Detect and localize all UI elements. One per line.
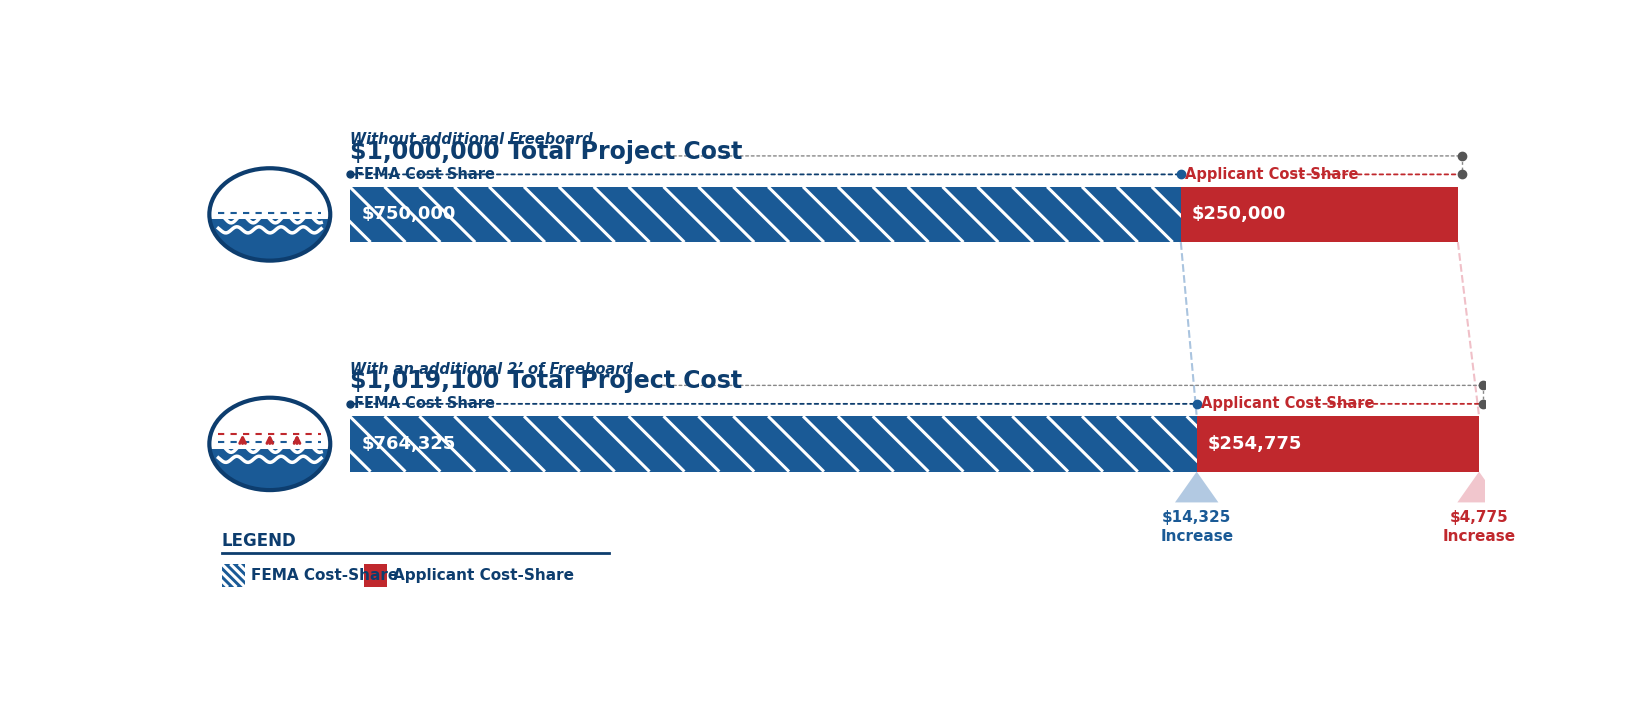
Polygon shape bbox=[1175, 471, 1218, 503]
Text: FEMA Cost Share: FEMA Cost Share bbox=[353, 167, 495, 182]
Text: $750,000: $750,000 bbox=[361, 206, 457, 223]
Text: Applicant Cost Share: Applicant Cost Share bbox=[1185, 167, 1360, 182]
Text: $1,019,100 Total Project Cost: $1,019,100 Total Project Cost bbox=[350, 369, 742, 393]
Bar bbox=[208, 219, 332, 267]
Polygon shape bbox=[1457, 471, 1502, 503]
Text: Without additional Freeboard: Without additional Freeboard bbox=[350, 133, 592, 147]
Text: LEGEND: LEGEND bbox=[221, 532, 297, 549]
Text: FEMA Cost Share: FEMA Cost Share bbox=[353, 396, 495, 411]
Text: $1,000,000 Total Project Cost: $1,000,000 Total Project Cost bbox=[350, 140, 742, 164]
Text: Applicant Cost Share: Applicant Cost Share bbox=[1201, 396, 1374, 411]
Text: FEMA Cost-Share: FEMA Cost-Share bbox=[251, 568, 398, 583]
Polygon shape bbox=[1459, 242, 1478, 416]
Text: $14,325
Increase: $14,325 Increase bbox=[1160, 510, 1233, 544]
Bar bbox=[350, 186, 1181, 242]
Text: With an additional 2’ of Freeboard: With an additional 2’ of Freeboard bbox=[350, 362, 632, 376]
Text: $250,000: $250,000 bbox=[1191, 206, 1285, 223]
Bar bbox=[1181, 186, 1459, 242]
Bar bbox=[1196, 416, 1478, 471]
Text: $4,775
Increase: $4,775 Increase bbox=[1442, 510, 1516, 544]
Ellipse shape bbox=[210, 168, 330, 261]
Bar bbox=[221, 564, 244, 587]
Text: $254,775: $254,775 bbox=[1208, 435, 1302, 453]
Bar bbox=[363, 564, 386, 587]
Bar bbox=[208, 449, 332, 496]
Text: $764,325: $764,325 bbox=[361, 435, 457, 453]
Bar bbox=[350, 416, 1196, 471]
Text: Applicant Cost-Share: Applicant Cost-Share bbox=[393, 568, 574, 583]
Polygon shape bbox=[1181, 242, 1196, 416]
Ellipse shape bbox=[210, 398, 330, 490]
